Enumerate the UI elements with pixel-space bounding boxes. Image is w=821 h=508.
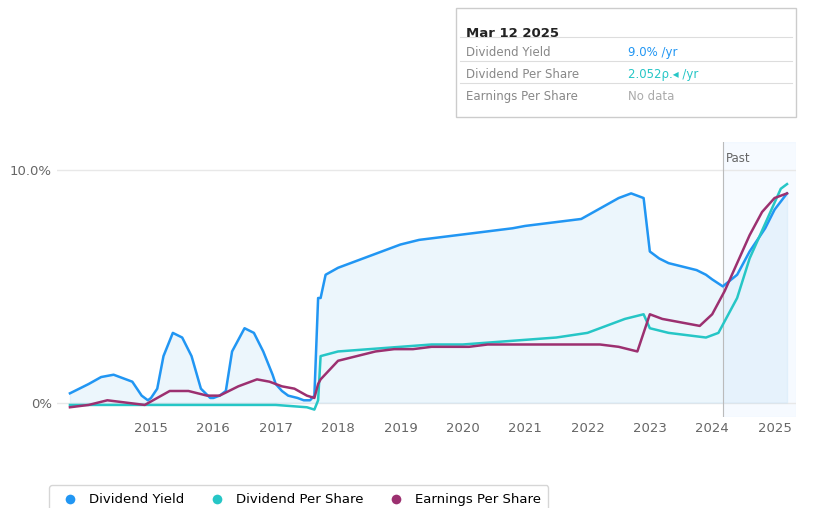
Text: 2.052ρ.◂ /yr: 2.052ρ.◂ /yr: [628, 68, 699, 81]
Text: 9.0% /yr: 9.0% /yr: [628, 46, 677, 59]
Legend: Dividend Yield, Dividend Per Share, Earnings Per Share: Dividend Yield, Dividend Per Share, Earn…: [49, 485, 548, 508]
Text: Mar 12 2025: Mar 12 2025: [466, 27, 558, 40]
Text: Past: Past: [726, 151, 750, 165]
Text: Dividend Yield: Dividend Yield: [466, 46, 550, 59]
Text: No data: No data: [628, 90, 674, 103]
Text: Earnings Per Share: Earnings Per Share: [466, 90, 577, 103]
Bar: [722, 142, 796, 417]
Text: Dividend Per Share: Dividend Per Share: [466, 68, 579, 81]
